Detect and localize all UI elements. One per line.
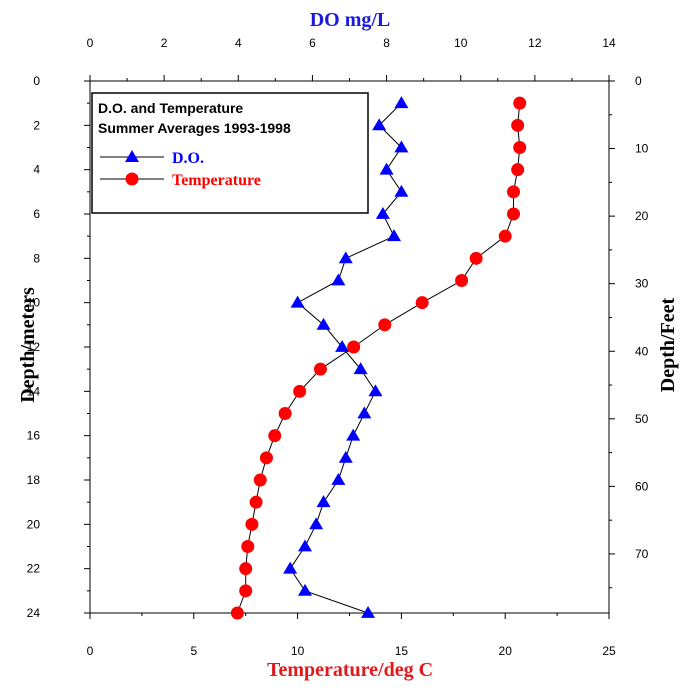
left-axis-tick-label: 6 (33, 207, 40, 221)
do-marker (386, 229, 401, 242)
right-axis-tick-label: 50 (635, 412, 649, 426)
do-marker (338, 450, 353, 463)
temperature-marker (513, 141, 527, 154)
top-axis-tick-label: 4 (235, 36, 242, 50)
temperature-marker (513, 96, 527, 110)
do-marker (346, 428, 361, 441)
right-axis-tick-label: 10 (635, 142, 649, 156)
left-axis-tick-label: 20 (27, 517, 41, 531)
temperature-marker (245, 517, 259, 531)
bottom-axis-tick-label: 10 (291, 644, 305, 658)
legend-title-line: Summer Averages 1993-1998 (98, 120, 291, 136)
do-marker (309, 517, 324, 530)
do-marker (331, 273, 346, 286)
do-marker (338, 251, 353, 264)
bottom-axis-tick-label: 25 (602, 644, 616, 658)
temperature-marker (511, 163, 525, 177)
legend-temperature-marker (125, 172, 139, 186)
left-axis-tick-label: 8 (33, 251, 40, 265)
temperature-marker (249, 495, 263, 509)
temperature-marker (347, 340, 361, 354)
left-axis-tick-label: 18 (27, 473, 41, 487)
temperature-marker (268, 429, 282, 443)
top-axis-tick-label: 14 (602, 36, 616, 50)
do-marker (368, 384, 383, 397)
legend-do-label: D.O. (172, 150, 204, 167)
temperature-marker (239, 584, 253, 598)
temperature-marker (455, 274, 469, 287)
top-axis-tick-label: 10 (454, 36, 468, 50)
temperature-marker (241, 540, 255, 553)
temperature-marker (378, 318, 392, 332)
top-axis-tick-label: 8 (383, 36, 390, 50)
left-axis-tick-label: 0 (33, 74, 40, 88)
temperature-marker (313, 362, 327, 376)
left-axis-tick-label: 22 (27, 562, 41, 576)
right-axis-title: Depth/Feet (657, 297, 679, 392)
right-axis-tick-label: 40 (635, 344, 649, 358)
do-marker (331, 473, 346, 485)
right-axis-tick-label: 0 (635, 74, 642, 88)
bottom-axis-tick-label: 0 (87, 644, 94, 658)
temperature-marker (498, 229, 512, 243)
do-marker (283, 561, 298, 574)
bottom-axis-tick-label: 20 (499, 644, 513, 658)
bottom-axis-tick-label: 15 (395, 644, 409, 658)
do-marker (353, 362, 368, 375)
do-marker (361, 606, 376, 618)
legend-do-marker (125, 150, 139, 162)
do-marker (394, 140, 409, 153)
left-axis-tick-label: 24 (27, 606, 41, 620)
legend-box (91, 92, 369, 214)
do-marker (298, 583, 313, 596)
left-axis-title: Depth/meters (17, 287, 39, 403)
left-axis-tick-label: 16 (27, 429, 41, 443)
temperature-marker (239, 562, 253, 576)
do-marker (379, 162, 394, 175)
temperature-marker (259, 451, 273, 465)
temperature-marker (507, 207, 520, 221)
temperature-marker (278, 407, 292, 420)
left-axis-tick-label: 10 (27, 296, 41, 310)
do-marker (394, 96, 409, 109)
do-marker (357, 406, 372, 419)
do-marker (375, 207, 390, 219)
top-axis-tick-label: 0 (87, 36, 94, 50)
bottom-axis-tick-label: 5 (190, 644, 197, 658)
right-axis-tick-label: 20 (635, 209, 649, 223)
temperature-marker (469, 251, 483, 265)
left-axis-tick-label: 2 (33, 118, 40, 132)
do-marker (316, 495, 331, 508)
left-axis-tick-label: 12 (27, 340, 41, 354)
top-axis-title: DO mg/L (310, 9, 391, 31)
do-marker (316, 317, 331, 330)
bottom-axis-title: Temperature/deg C (267, 659, 433, 681)
temperature-marker (511, 118, 525, 132)
do-marker (290, 295, 305, 308)
legend-title-line: D.O. and Temperature (98, 100, 243, 116)
top-axis-tick-label: 12 (528, 36, 542, 50)
right-axis-tick-label: 30 (635, 277, 649, 291)
right-axis-tick-label: 60 (635, 479, 649, 493)
right-axis-tick-label: 70 (635, 547, 649, 561)
left-axis-tick-label: 4 (33, 163, 40, 177)
do-marker (372, 118, 387, 131)
do-marker (298, 539, 313, 552)
legend-temperature-label: Temperature (172, 172, 261, 189)
do-marker (335, 340, 350, 352)
temperature-marker (230, 606, 244, 620)
top-axis-tick-label: 6 (309, 36, 316, 50)
left-axis-tick-label: 14 (27, 384, 41, 398)
temperature-marker (293, 384, 307, 398)
do-marker (394, 184, 409, 197)
top-axis-tick-label: 2 (161, 36, 168, 50)
temperature-marker (415, 296, 429, 310)
temperature-marker (507, 185, 520, 199)
temperature-marker (253, 473, 267, 487)
